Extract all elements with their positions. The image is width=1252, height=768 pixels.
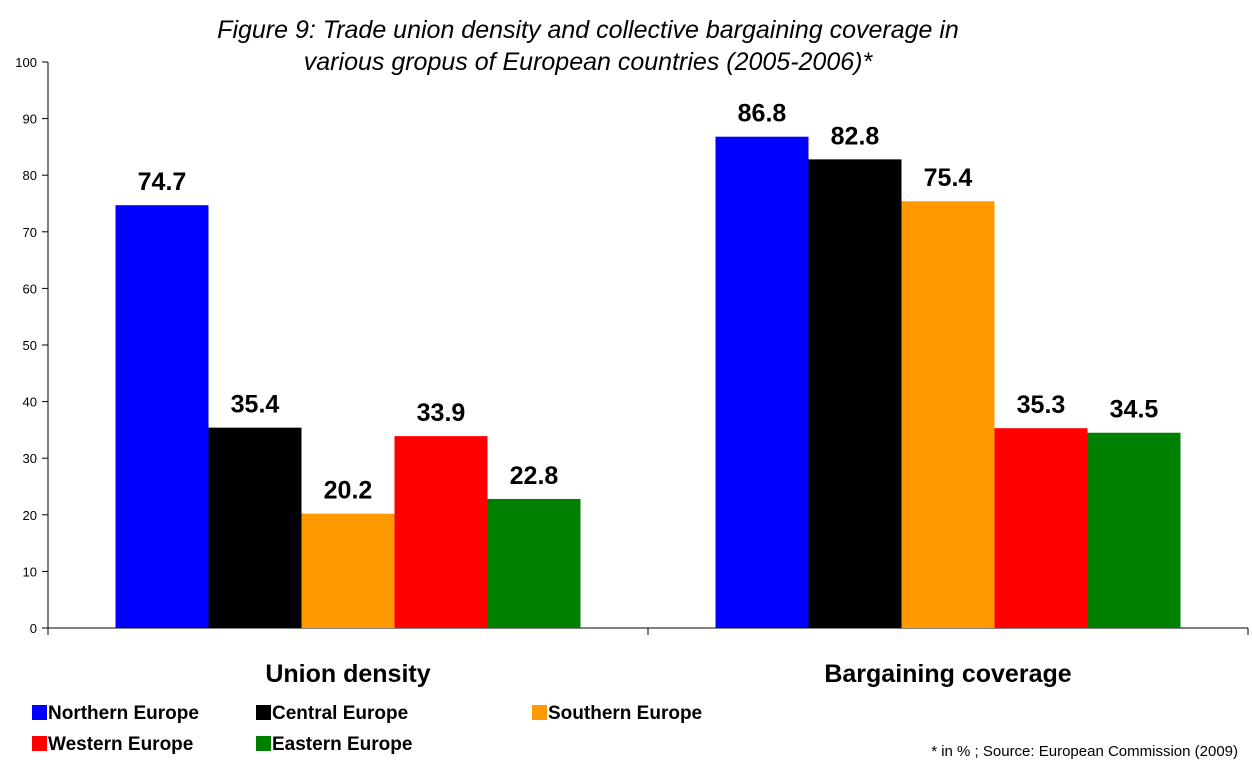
bar-northern-europe <box>115 205 209 628</box>
bar-northern-europe <box>715 136 809 628</box>
chart-title-line-1: Figure 9: Trade union density and collec… <box>217 16 959 44</box>
y-tick-label: 10 <box>23 564 37 579</box>
legend-label: Eastern Europe <box>272 734 412 755</box>
bar-central-europe <box>808 159 902 629</box>
legend-swatch <box>532 705 547 720</box>
legend-label: Western Europe <box>48 734 193 755</box>
bar-value-label: 74.7 <box>138 168 187 196</box>
legend-label: Central Europe <box>272 703 408 724</box>
y-tick-label: 40 <box>23 395 37 410</box>
legend-swatch <box>256 736 271 751</box>
y-tick-label: 20 <box>23 508 37 523</box>
bar-eastern-europe <box>1087 432 1181 628</box>
legend-item: Northern Europe <box>32 703 199 724</box>
y-tick-label: 0 <box>30 621 37 636</box>
legend-item: Eastern Europe <box>256 734 412 755</box>
y-tick-label: 80 <box>23 168 37 183</box>
y-tick-label: 50 <box>23 338 37 353</box>
bar-value-label: 22.8 <box>510 462 559 490</box>
chart-title-line-2: various gropus of European countries (20… <box>304 48 874 76</box>
legend: Northern Europe Central Europe Southern Eu… <box>32 703 702 755</box>
bar-value-label: 86.8 <box>738 100 787 128</box>
y-tick-label: 100 <box>15 55 37 70</box>
legend-swatch <box>32 736 47 751</box>
bar-western-europe <box>394 436 488 628</box>
bar-eastern-europe <box>487 498 581 628</box>
y-tick-label: 30 <box>23 451 37 466</box>
bar-value-label: 20.2 <box>324 477 373 505</box>
y-tick-label: 60 <box>23 281 37 296</box>
bar-southern-europe <box>901 201 995 628</box>
data-labels: 74.7 35.4 20.2 33.9 22.8 86.8 82.8 75.4 35.3 34.5 <box>138 100 1159 505</box>
bar-southern-europe <box>301 513 395 628</box>
bar-value-label: 34.5 <box>1110 396 1159 424</box>
bar-value-label: 75.4 <box>924 164 973 192</box>
axes: 0 10 20 30 40 50 60 70 80 90 100 Union density Barga… <box>15 55 1249 688</box>
x-category-label: Union density <box>265 660 430 688</box>
bar-value-label: 33.9 <box>417 399 466 427</box>
legend-item: Western Europe <box>32 734 193 755</box>
legend-label: Northern Europe <box>48 703 199 724</box>
x-category-label: Bargaining coverage <box>824 660 1071 688</box>
bar-value-label: 35.4 <box>231 391 280 419</box>
bar-western-europe <box>994 428 1088 628</box>
legend-label: Southern Europe <box>548 703 702 724</box>
y-tick-label: 70 <box>23 225 37 240</box>
footnote: * in % ; Source: European Commission (20… <box>931 743 1238 760</box>
legend-item: Central Europe <box>256 703 408 724</box>
legend-item: Southern Europe <box>532 703 702 724</box>
bars <box>115 136 1181 629</box>
chart-title: Figure 9: Trade union density and collec… <box>217 16 959 76</box>
bar-value-label: 35.3 <box>1017 391 1066 419</box>
y-tick-label: 90 <box>23 112 37 127</box>
legend-swatch <box>256 705 271 720</box>
bar-value-label: 82.8 <box>831 122 880 150</box>
legend-swatch <box>32 705 47 720</box>
bar-central-europe <box>208 427 302 628</box>
